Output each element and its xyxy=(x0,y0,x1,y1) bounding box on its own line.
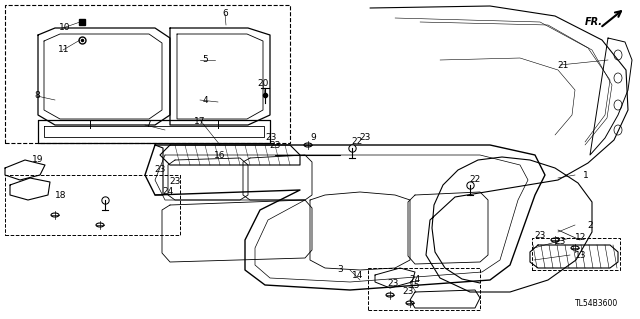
Text: 13: 13 xyxy=(575,250,587,259)
Text: 10: 10 xyxy=(60,24,71,33)
Text: 18: 18 xyxy=(55,190,67,199)
Text: 23: 23 xyxy=(403,287,413,296)
Text: 23: 23 xyxy=(170,177,180,187)
Text: 14: 14 xyxy=(352,271,364,279)
Bar xyxy=(5,5,290,143)
Text: 6: 6 xyxy=(222,10,228,19)
Text: 23: 23 xyxy=(269,140,281,150)
Text: 23: 23 xyxy=(534,231,546,240)
Text: 2: 2 xyxy=(587,220,593,229)
Text: 8: 8 xyxy=(34,92,40,100)
Text: 24: 24 xyxy=(163,188,173,197)
Text: 5: 5 xyxy=(202,56,208,64)
Text: 12: 12 xyxy=(575,234,587,242)
Text: 23: 23 xyxy=(387,278,399,287)
Bar xyxy=(5,175,180,235)
Text: 15: 15 xyxy=(409,280,420,290)
Text: TL54B3600: TL54B3600 xyxy=(575,299,618,308)
Text: 23: 23 xyxy=(154,166,166,174)
Text: 22: 22 xyxy=(469,175,481,184)
Text: 1: 1 xyxy=(583,170,589,180)
Text: FR.: FR. xyxy=(585,17,603,27)
Text: 19: 19 xyxy=(32,155,44,165)
Text: 7: 7 xyxy=(145,121,151,130)
Text: 9: 9 xyxy=(310,133,316,143)
Text: 23: 23 xyxy=(359,133,371,143)
Text: 23: 23 xyxy=(266,133,276,143)
Text: 24: 24 xyxy=(410,276,420,285)
Text: 11: 11 xyxy=(58,46,70,55)
Text: 21: 21 xyxy=(557,61,569,70)
Text: 22: 22 xyxy=(351,137,363,146)
Text: 17: 17 xyxy=(195,117,205,127)
Text: 23: 23 xyxy=(554,238,566,247)
Text: 4: 4 xyxy=(202,95,208,105)
Bar xyxy=(368,268,480,310)
Text: 3: 3 xyxy=(337,265,343,275)
Text: 16: 16 xyxy=(214,151,226,160)
Bar xyxy=(532,238,620,270)
Text: 20: 20 xyxy=(257,78,269,87)
